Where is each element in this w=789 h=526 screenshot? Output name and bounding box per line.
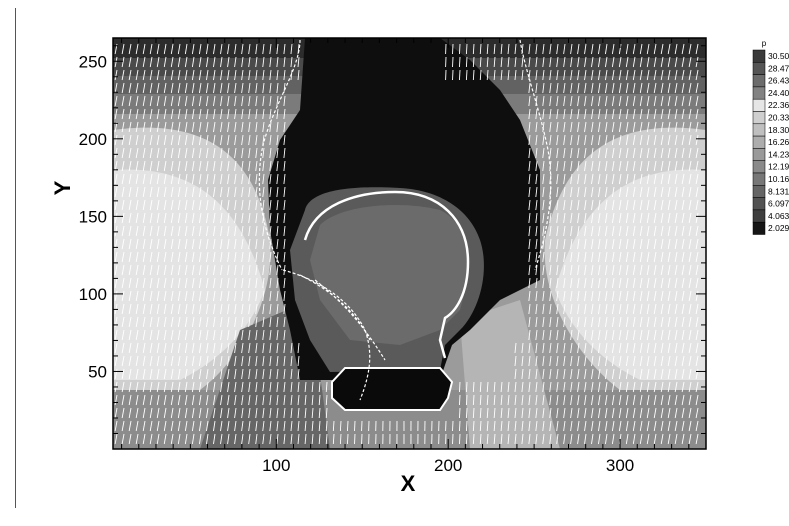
legend-label: 26.4364 xyxy=(768,76,789,86)
y-tick-label: 200 xyxy=(79,130,107,149)
y-tick-label: 100 xyxy=(79,285,107,304)
legend-swatch xyxy=(753,75,765,87)
legend-swatch xyxy=(753,148,765,160)
legend-swatch xyxy=(753,50,765,62)
legend-swatch xyxy=(753,112,765,124)
legend-title: p xyxy=(762,39,767,48)
legend-label: 6.09752 xyxy=(768,199,789,209)
vector-arrow xyxy=(459,57,460,67)
x-axis-label: X xyxy=(401,471,416,496)
vector-arrow xyxy=(459,44,460,54)
legend: p 30.5041 28.4702 26.4364 24.4025 22.3686 20.… xyxy=(753,39,789,235)
legend-label: 20.3347 xyxy=(768,113,789,123)
legend-label: 14.2331 xyxy=(768,149,789,159)
legend-label: 2.02976 xyxy=(768,223,789,233)
vector-arrow xyxy=(466,382,467,392)
legend-swatch xyxy=(753,198,765,210)
legend-swatch xyxy=(753,99,765,111)
vector-arrow xyxy=(340,434,341,444)
legend-swatch xyxy=(753,185,765,197)
vector-arrow xyxy=(459,434,460,444)
y-axis-label: Y xyxy=(50,180,75,195)
y-tick-label: 250 xyxy=(79,52,107,71)
x-tick-label: 200 xyxy=(434,456,462,475)
y-tick-label: 150 xyxy=(79,207,107,226)
vector-arrow xyxy=(466,70,467,80)
legend-label: 24.4025 xyxy=(768,88,789,98)
lower-body xyxy=(332,368,452,410)
pressure-field xyxy=(113,38,706,449)
legend-swatch xyxy=(753,62,765,74)
legend-swatch xyxy=(753,136,765,148)
left-border-line xyxy=(15,8,16,508)
legend-label: 30.5041 xyxy=(768,51,789,61)
vector-arrow xyxy=(466,434,467,444)
legend-label: 4.06364 xyxy=(768,211,789,221)
legend-label: 10.1653 xyxy=(768,174,789,184)
vector-arrow xyxy=(466,421,467,431)
legend-swatch xyxy=(753,161,765,173)
legend-swatch xyxy=(753,87,765,99)
legend-label: 8.13141 xyxy=(768,186,789,196)
legend-label: 22.3686 xyxy=(768,100,789,110)
vector-arrow xyxy=(459,421,460,431)
legend-swatch xyxy=(753,124,765,136)
legend-label: 16.2669 xyxy=(768,137,789,147)
y-tick-label: 50 xyxy=(88,362,107,381)
vector-arrow xyxy=(459,70,460,80)
legend-label: 18.3008 xyxy=(768,125,789,135)
legend-swatch xyxy=(753,222,765,234)
vector-arrow xyxy=(347,434,348,444)
vector-arrow xyxy=(347,421,348,431)
legend-label: 12.1992 xyxy=(768,162,789,172)
vector-arrow xyxy=(466,408,467,418)
vector-arrow xyxy=(466,44,467,54)
vector-arrow xyxy=(459,408,460,418)
legend-swatch xyxy=(753,173,765,185)
x-tick-label: 100 xyxy=(262,456,290,475)
vector-arrow xyxy=(466,395,467,405)
vector-arrow xyxy=(459,382,460,392)
legend-swatch xyxy=(753,210,765,222)
x-tick-label: 300 xyxy=(606,456,634,475)
vector-arrow xyxy=(466,57,467,67)
legend-label: 28.4702 xyxy=(768,63,789,73)
vector-arrow xyxy=(459,395,460,405)
vector-arrow xyxy=(340,421,341,431)
